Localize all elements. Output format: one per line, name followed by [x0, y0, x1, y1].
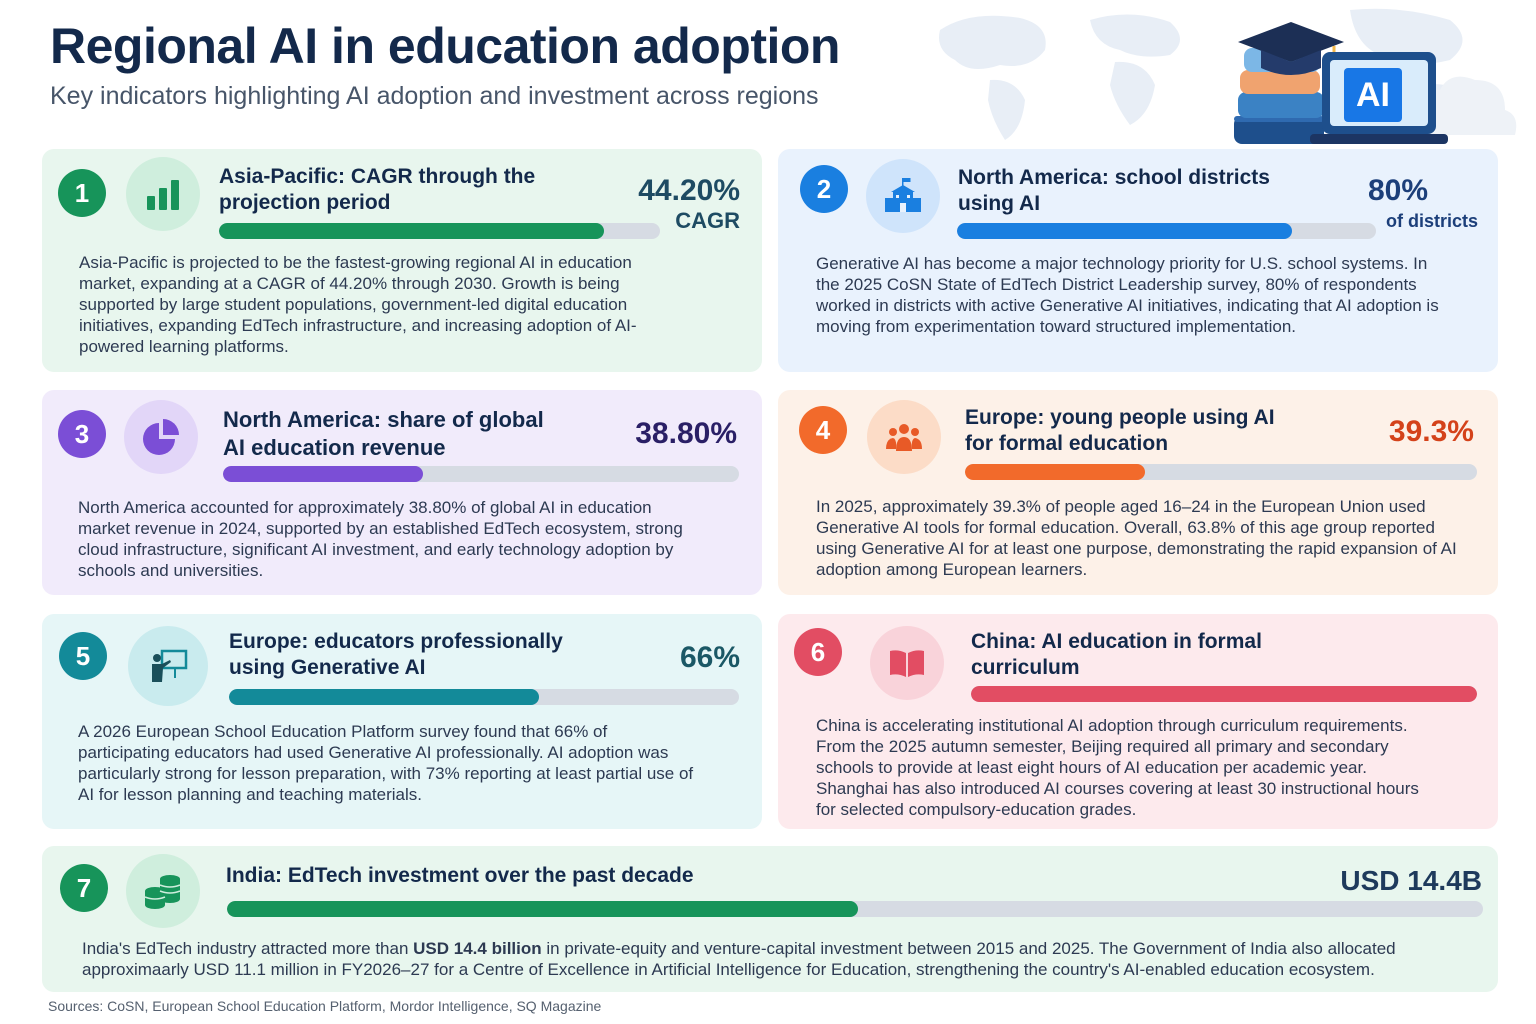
card-description: A 2026 European School Education Platfor…	[78, 722, 694, 804]
value-unit: of districts	[1385, 211, 1478, 231]
sources-footnote: Sources: CoSN, European School Education…	[48, 998, 602, 1014]
open-book-icon	[870, 626, 944, 700]
card-north-america-districts: 2 North America: school districts using …	[778, 149, 1498, 372]
header: Regional AI in education adoption Key in…	[50, 18, 950, 128]
progress-fill	[219, 223, 605, 239]
card-description: Asia-Pacific is projected to be the fast…	[79, 253, 637, 356]
teacher-board-icon	[128, 626, 208, 706]
card-value: 39.3%	[1314, 415, 1474, 449]
progress-track	[219, 223, 660, 239]
card-number-badge: 3	[58, 410, 106, 458]
description-highlight: USD 14.4 billion	[413, 939, 542, 958]
progress-fill	[227, 901, 858, 917]
card-description: China is accelerating institutional AI a…	[816, 716, 1419, 819]
value-number: 39.3%	[1388, 415, 1474, 448]
value-number: 66%	[679, 641, 740, 674]
card-value: 44.20% CAGR	[540, 174, 740, 234]
people-group-icon	[867, 400, 941, 474]
value-number: 38.80%	[635, 417, 737, 450]
card-number-badge: 1	[58, 169, 106, 217]
card-title: North America: school districts using AI	[958, 166, 1270, 215]
books-icon	[1234, 48, 1324, 144]
value-unit: CAGR	[675, 208, 740, 233]
page-subtitle: Key indicators highlighting AI adoption …	[50, 82, 819, 110]
card-china-curriculum: 6 China: AI education in formal curricul…	[778, 614, 1498, 829]
card-india-investment: 7 India: EdTech investment over the past…	[42, 846, 1498, 992]
card-description: India's EdTech industry attracted more t…	[82, 938, 1472, 980]
pie-chart-icon	[124, 400, 198, 474]
card-europe-young-people: 4 Europe: young people using AI for form…	[778, 390, 1498, 595]
card-value: USD 14.4B	[1222, 864, 1482, 898]
card-number-badge: 4	[799, 406, 847, 454]
card-number-badge: 2	[800, 165, 848, 213]
card-title: North America: share of global AI educat…	[223, 407, 544, 460]
card-title: Asia-Pacific: CAGR through the projectio…	[219, 165, 536, 214]
card-value: 38.80%	[537, 417, 737, 451]
card-title: Europe: educators professionally using G…	[229, 630, 563, 679]
progress-track	[965, 464, 1477, 480]
value-number: USD 14.4B	[1340, 865, 1482, 896]
card-number-badge: 6	[794, 628, 842, 676]
progress-fill	[957, 223, 1293, 239]
card-description: In 2025, approximately 39.3% of people a…	[816, 497, 1457, 579]
bar-chart-icon	[126, 157, 200, 231]
progress-fill	[971, 686, 1477, 702]
card-title: China: AI education in formal curriculum	[971, 630, 1262, 679]
coins-stack-icon	[126, 854, 200, 928]
school-building-icon	[866, 159, 940, 233]
progress-fill	[965, 464, 1146, 480]
page-title: Regional AI in education adoption	[50, 18, 840, 74]
value-number: 44.20%	[638, 174, 740, 207]
progress-track	[971, 686, 1477, 702]
description-text: in private-equity and venture-capital in…	[82, 939, 1396, 979]
card-description: North America accounted for approximatel…	[78, 498, 683, 580]
progress-fill	[229, 689, 540, 705]
value-number: 80%	[1367, 174, 1429, 207]
card-description: Generative AI has become a major technol…	[816, 254, 1439, 336]
card-title: India: EdTech investment over the past d…	[226, 864, 694, 887]
hero-illustration: AI	[930, 0, 1536, 150]
progress-track	[229, 689, 739, 705]
progress-track	[223, 466, 739, 482]
progress-fill	[223, 466, 424, 482]
progress-track	[227, 901, 1483, 917]
card-title: Europe: young people using AI for formal…	[965, 406, 1275, 455]
card-north-america-revenue: 3 North America: share of global AI educ…	[42, 390, 762, 595]
card-number-badge: 5	[59, 632, 107, 680]
card-value: 66%	[580, 641, 740, 675]
card-asia-pacific-cagr: 1 Asia-Pacific: CAGR through the project…	[42, 149, 762, 372]
card-number-badge: 7	[60, 864, 108, 912]
card-europe-educators: 5 Europe: educators professionally using…	[42, 614, 762, 829]
progress-track	[957, 223, 1376, 239]
description-text: India's EdTech industry attracted more t…	[82, 939, 414, 958]
ai-laptop-label: AI	[1344, 68, 1402, 122]
card-value: 80% of districts	[1318, 174, 1478, 234]
